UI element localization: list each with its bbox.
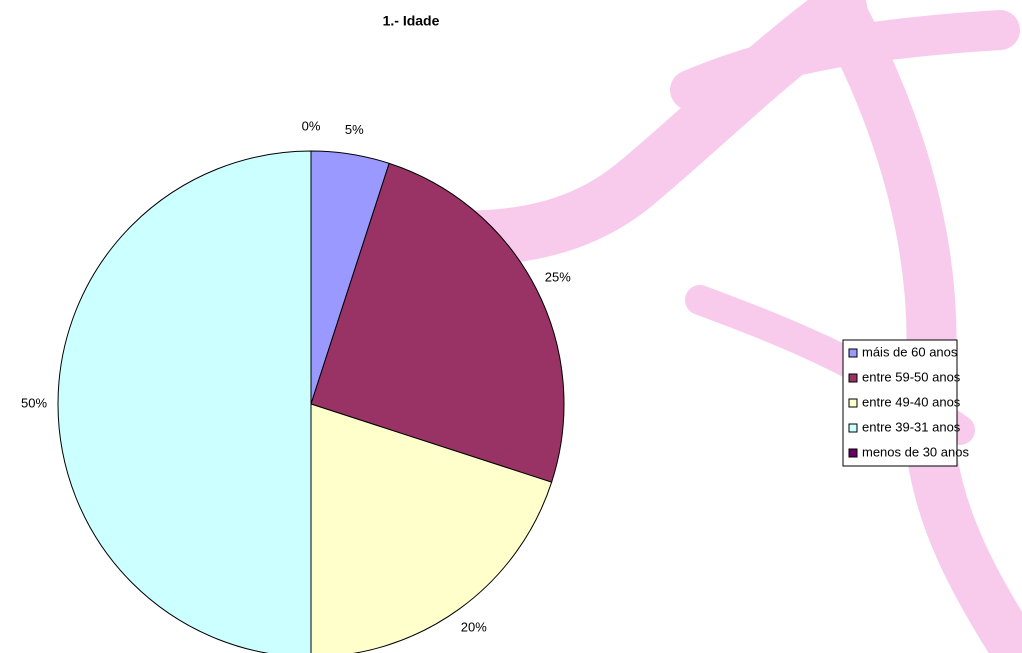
legend-label: menos de 30 anos (862, 444, 969, 459)
legend-box (842, 339, 958, 467)
data-label: 0% (302, 118, 321, 133)
pie-slice (57, 150, 312, 653)
data-label: 20% (461, 620, 487, 635)
pie-slice (310, 403, 553, 653)
legend-swatch (848, 448, 858, 458)
legend-swatch (848, 398, 858, 408)
legend-swatch (848, 423, 858, 433)
chart-title: 1.- Idade (383, 13, 440, 29)
legend-label: entre 49-40 anos (862, 394, 961, 409)
legend-swatch (848, 373, 858, 383)
data-label: 5% (345, 122, 364, 137)
legend-swatch (848, 348, 858, 358)
legend-label: máis de 60 anos (862, 344, 958, 359)
legend-label: entre 59-50 anos (862, 369, 961, 384)
data-label: 50% (21, 395, 47, 410)
data-label: 25% (545, 270, 571, 285)
legend-label: entre 39-31 anos (862, 419, 961, 434)
pie-slice (310, 162, 565, 483)
